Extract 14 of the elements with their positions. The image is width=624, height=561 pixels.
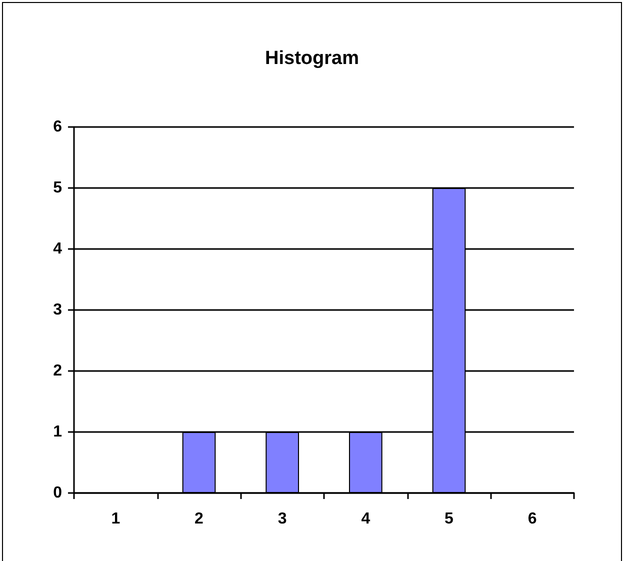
chart-title: Histogram xyxy=(265,48,359,69)
y-tick-label: 4 xyxy=(53,240,62,258)
x-tick-label: 3 xyxy=(278,510,287,528)
x-tick-label: 5 xyxy=(444,510,454,528)
x-tick-label: 2 xyxy=(194,510,204,528)
x-tick-label: 1 xyxy=(111,510,120,528)
x-tick-label: 6 xyxy=(528,510,537,528)
y-tick-label: 3 xyxy=(53,302,62,318)
x-tick-label: 4 xyxy=(361,510,370,528)
y-tick-label: 0 xyxy=(53,484,62,502)
y-tick-label: 5 xyxy=(53,180,62,196)
y-tick-label: 1 xyxy=(53,424,62,440)
y-tick-label: 2 xyxy=(53,362,62,380)
y-tick-label: 6 xyxy=(53,118,62,136)
